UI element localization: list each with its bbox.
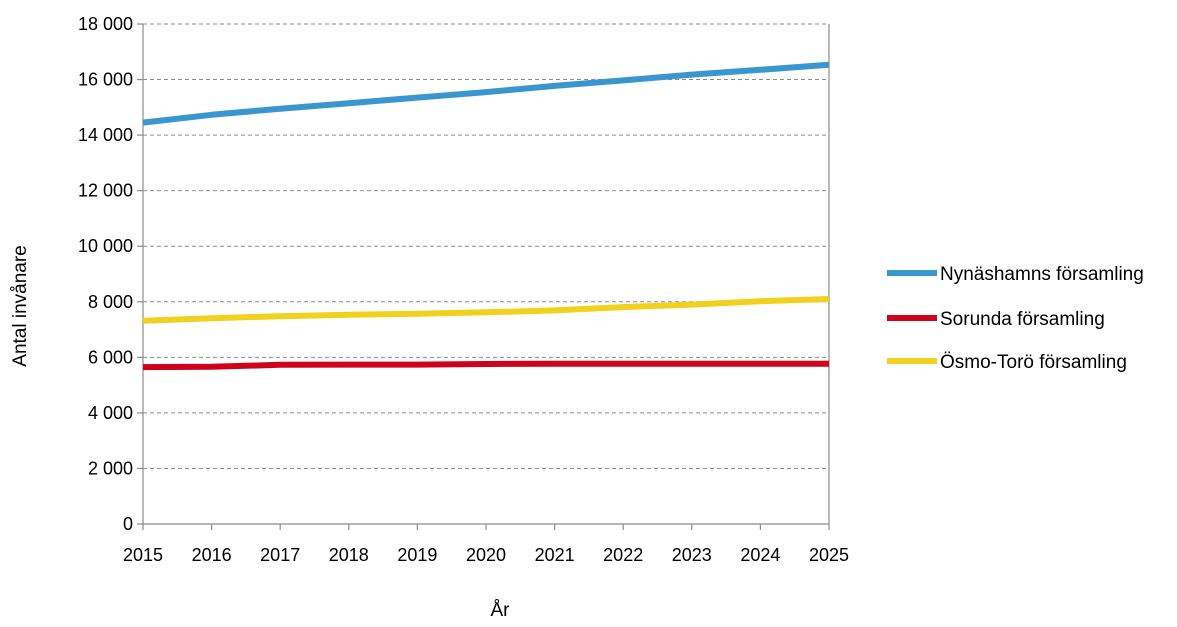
y-tick-label: 16 000 (78, 70, 133, 90)
y-tick-label: 2 000 (88, 458, 133, 478)
x-tick-label: 2023 (672, 545, 712, 565)
legend-label: Ösmo-Torö församling (940, 352, 1127, 373)
x-tick-label: 2020 (466, 545, 506, 565)
x-tick-label: 2017 (260, 545, 300, 565)
x-tick-label: 2016 (192, 545, 232, 565)
legend: Nynäshamns församling Sorunda församling Ö… (887, 264, 1144, 373)
x-tick-label: 2024 (740, 545, 780, 565)
x-tick-label: 2018 (329, 545, 369, 565)
y-tick-label: 18 000 (78, 14, 133, 34)
y-tick-label: 4 000 (88, 403, 133, 423)
series-line-1 (142, 360, 829, 371)
y-tick-label: 8 000 (88, 292, 133, 312)
x-tick-label: 2015 (123, 545, 163, 565)
gridlines (143, 23, 829, 469)
legend-label: Nynäshamns församling (940, 264, 1144, 285)
x-tick-label: 2021 (535, 545, 575, 565)
series-lines (142, 61, 830, 371)
legend-label: Sorunda församling (940, 309, 1105, 330)
y-tick-label: 6 000 (88, 347, 133, 367)
series-line-0 (142, 61, 830, 126)
series-line-2 (142, 296, 830, 324)
axes: 0 2 000 4 000 6 000 8 000 10 000 12 000 14 000 1… (78, 14, 849, 565)
y-tick-label: 0 (123, 514, 133, 534)
y-axis-title: Antal invånare (10, 245, 31, 366)
x-tick-label: 2025 (809, 545, 849, 565)
y-tick-label: 10 000 (78, 236, 133, 256)
y-tick-label: 12 000 (78, 181, 133, 201)
x-tick-label: 2019 (397, 545, 437, 565)
x-tick-label: 2022 (603, 545, 643, 565)
y-tick-label: 14 000 (78, 125, 133, 145)
x-axis-title: År (491, 600, 511, 621)
